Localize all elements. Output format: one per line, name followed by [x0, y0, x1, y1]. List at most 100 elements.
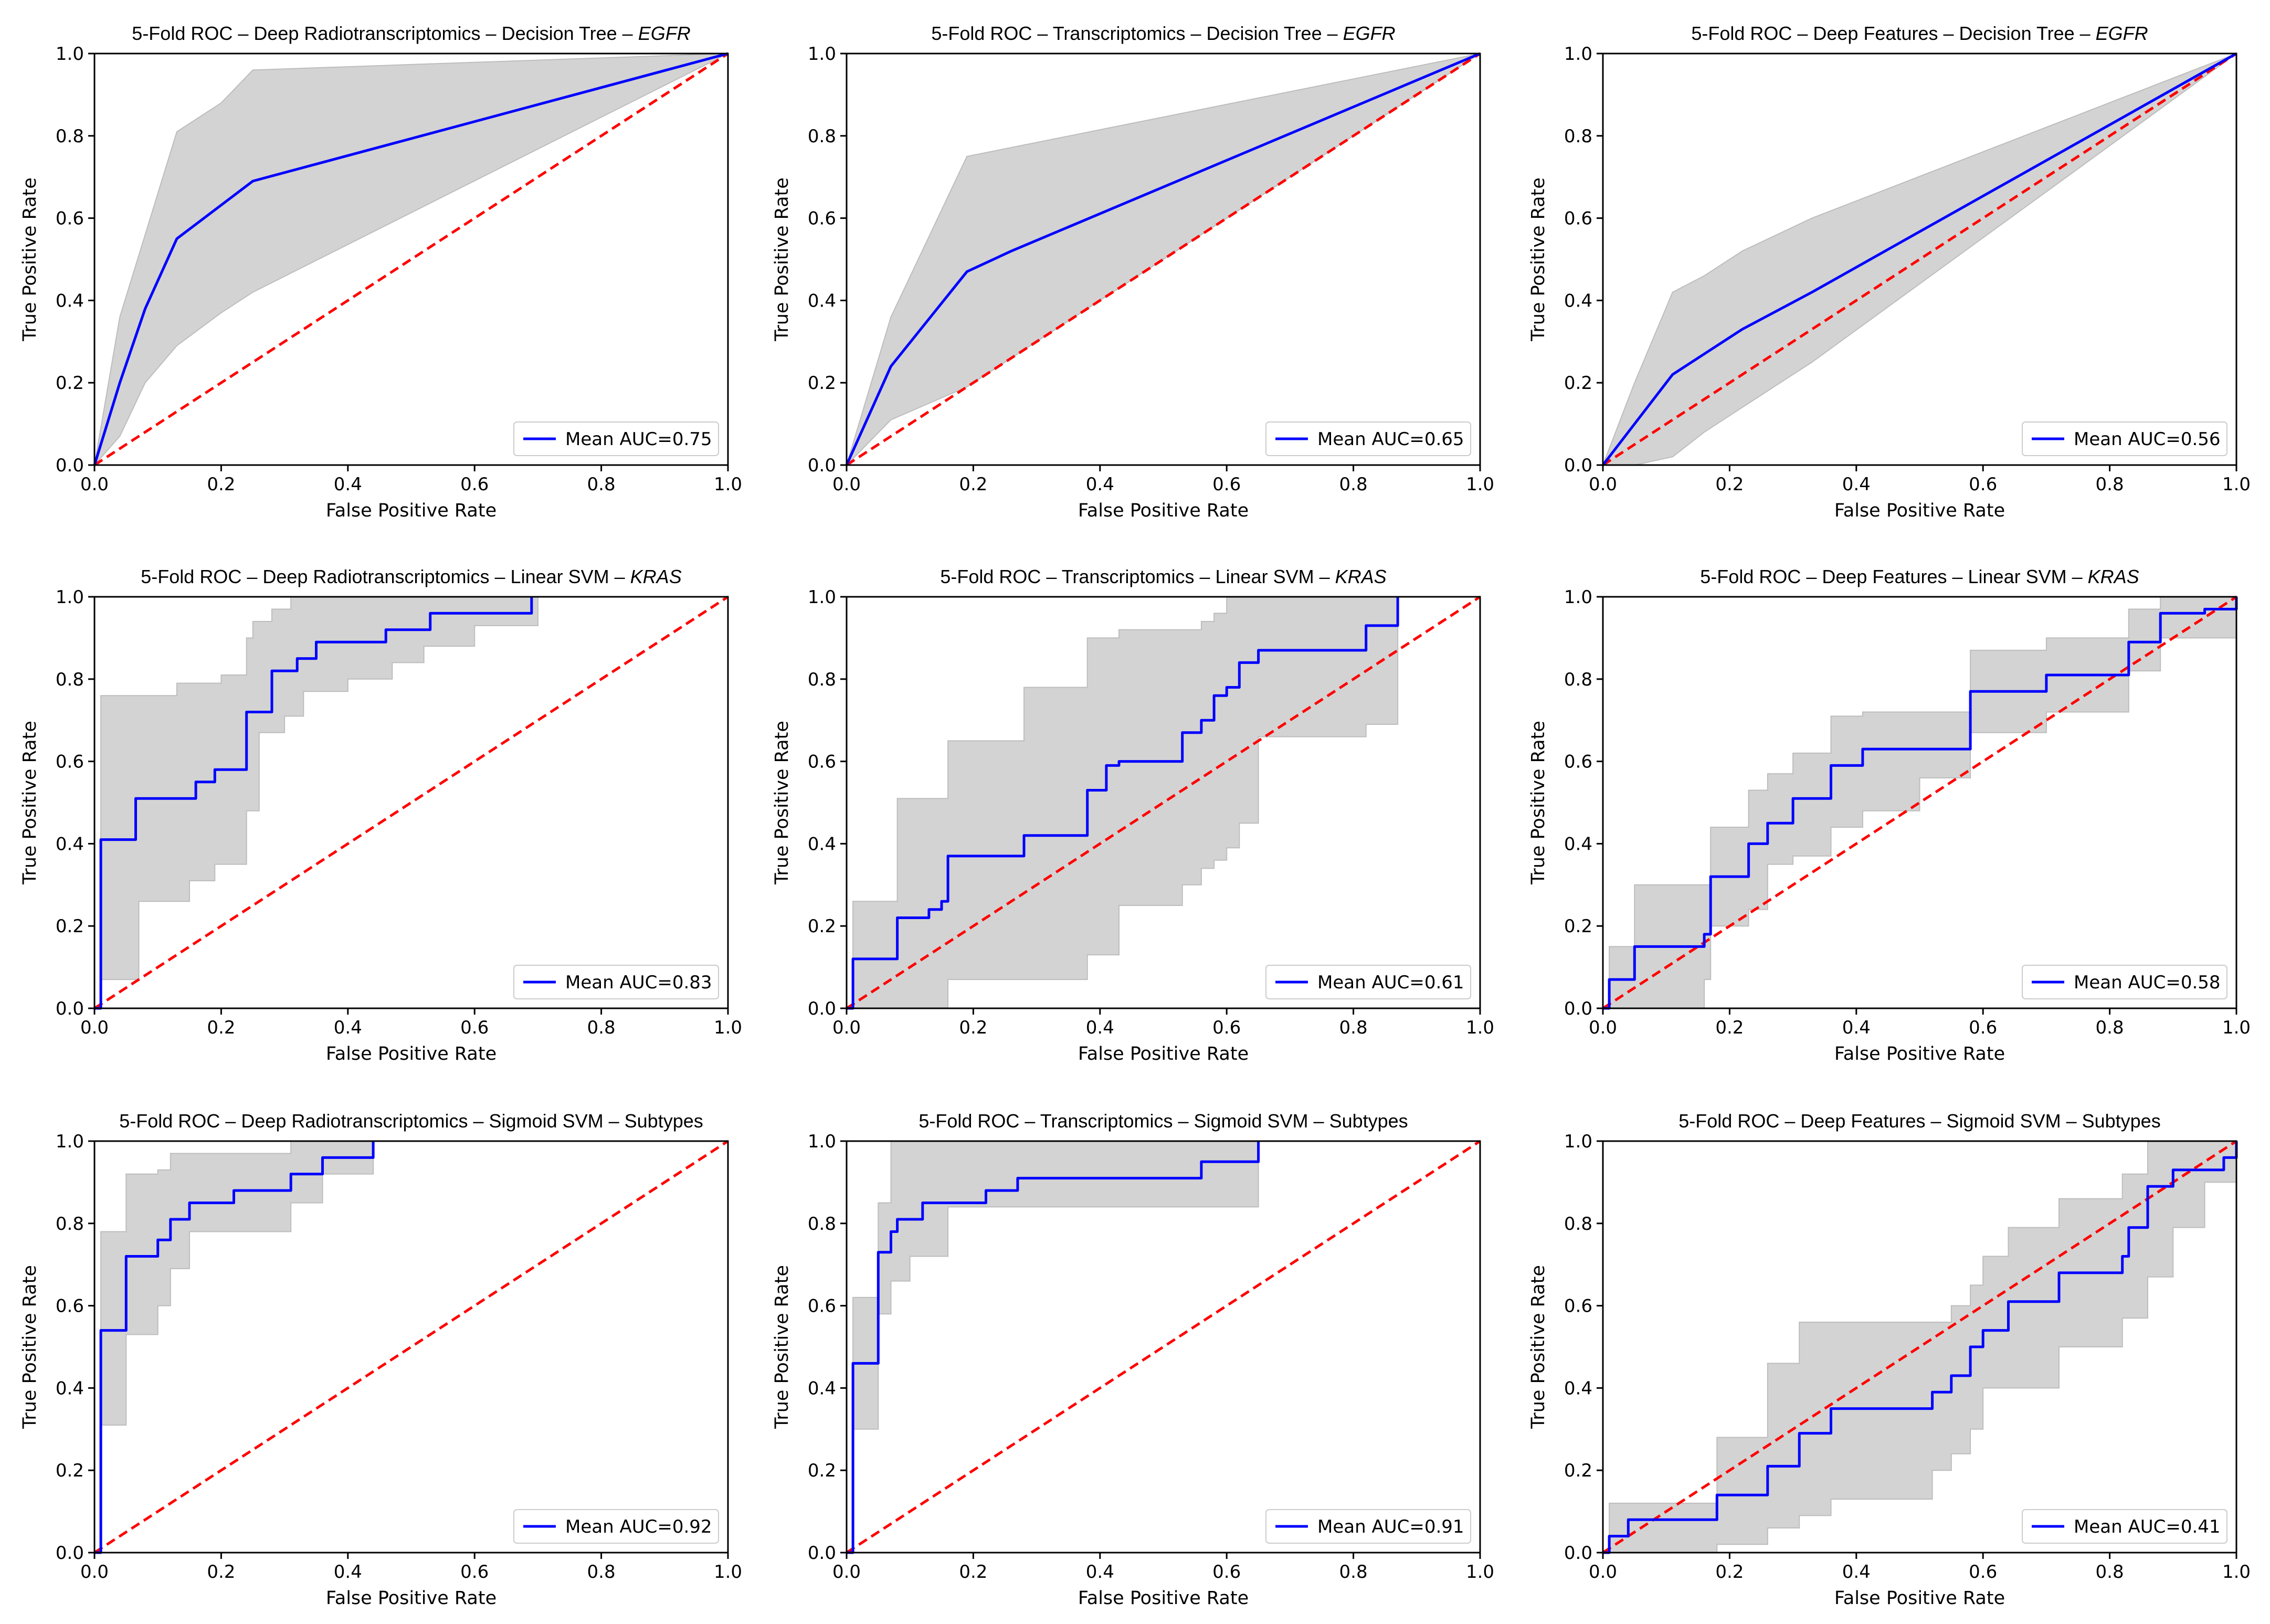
legend: Mean AUC=0.75	[513, 421, 719, 456]
std-dev-band	[847, 596, 1480, 1009]
x-tick-label: 0.4	[1842, 1562, 1871, 1583]
y-axis-label: True Positive Rate	[1528, 177, 1549, 342]
y-tick-label: 0.8	[56, 126, 84, 147]
x-tick-label: 1.0	[1466, 1562, 1494, 1583]
y-tick-label: 0.2	[56, 373, 84, 394]
legend: Mean AUC=0.92	[513, 1509, 719, 1544]
x-tick-label: 0.0	[80, 474, 109, 495]
chart-title-gene: EGFR	[1343, 23, 1396, 44]
std-dev-band	[93, 53, 728, 467]
chart-title-main: 5-Fold ROC – Deep Radiotranscriptomics –…	[132, 23, 638, 44]
legend: Mean AUC=0.65	[1265, 421, 1471, 456]
x-axis-label: False Positive Rate	[1078, 500, 1249, 521]
x-tick-label: 0.0	[80, 1562, 109, 1583]
legend-label: Mean AUC=0.75	[565, 429, 712, 450]
chart-title-gene: KRAS	[1335, 566, 1387, 587]
x-axis-label: False Positive Rate	[326, 1043, 497, 1064]
y-tick-label: 1.0	[56, 587, 84, 608]
chart-title: 5-Fold ROC – Transcriptomics – Linear SV…	[940, 566, 1386, 587]
y-tick-label: 0.8	[808, 669, 836, 690]
chart-title-main: 5-Fold ROC – Deep Radiotranscriptomics –…	[119, 1110, 703, 1132]
chance-line	[93, 595, 729, 1010]
y-tick-label: 0.2	[808, 916, 836, 937]
x-axis-label: False Positive Rate	[1078, 1588, 1249, 1609]
x-tick-label: 0.0	[832, 1017, 861, 1038]
chart-title: 5-Fold ROC – Deep Radiotranscriptomics –…	[132, 23, 690, 44]
roc-panel-8: 5-Fold ROC – Transcriptomics – Sigmoid S…	[772, 1110, 1494, 1609]
y-tick-label: 0.6	[808, 1296, 836, 1317]
chance-line	[846, 1140, 1481, 1554]
legend-box	[513, 965, 719, 999]
y-tick-label: 0.6	[56, 1296, 84, 1317]
x-tick-label: 0.2	[959, 1017, 987, 1038]
x-tick-label: 1.0	[714, 1017, 742, 1038]
x-tick-label: 0.0	[1589, 1017, 1617, 1038]
roc-panel-5: 5-Fold ROC – Transcriptomics – Linear SV…	[772, 566, 1494, 1064]
y-tick-label: 0.8	[56, 669, 84, 690]
chart-title-main: 5-Fold ROC – Deep Features – Linear SVM …	[1700, 566, 2087, 587]
plot-frame	[846, 1140, 1481, 1554]
y-axis-label: True Positive Rate	[19, 1265, 40, 1429]
roc-panel-9: 5-Fold ROC – Deep Features – Sigmoid SVM…	[1528, 1110, 2251, 1609]
x-tick-label: 0.6	[1969, 1017, 1997, 1038]
roc-panel-2: 5-Fold ROC – Transcriptomics – Decision …	[772, 23, 1494, 521]
chart-title-main: 5-Fold ROC – Transcriptomics – Decision …	[931, 23, 1343, 44]
chance-line	[1602, 52, 2237, 467]
legend: Mean AUC=0.83	[513, 965, 719, 999]
y-axis-label: True Positive Rate	[1528, 721, 1549, 885]
legend-box	[1265, 421, 1471, 456]
y-tick-label: 0.0	[56, 1543, 84, 1564]
legend-label: Mean AUC=0.65	[1317, 429, 1464, 450]
chart-title-gene: EGFR	[638, 23, 691, 44]
chart-title-main: 5-Fold ROC – Transcriptomics – Sigmoid S…	[918, 1110, 1408, 1132]
std-dev-band	[846, 53, 1481, 466]
x-axis-label: False Positive Rate	[1078, 1043, 1249, 1064]
y-axis-label: True Positive Rate	[19, 721, 40, 885]
x-tick-label: 0.0	[1589, 1562, 1617, 1583]
y-tick-label: 0.6	[56, 208, 84, 229]
y-tick-label: 1.0	[1564, 1131, 1592, 1152]
x-tick-label: 0.2	[207, 1562, 235, 1583]
x-tick-label: 0.4	[1842, 1017, 1871, 1038]
chart-title-main: 5-Fold ROC – Deep Features – Sigmoid SVM…	[1678, 1110, 2160, 1132]
y-tick-label: 0.8	[808, 1214, 836, 1235]
x-tick-label: 0.8	[587, 1562, 616, 1583]
mean-roc-line	[845, 52, 1481, 466]
chance-line	[93, 52, 729, 467]
mean-roc-line	[1603, 1141, 2238, 1554]
x-tick-label: 0.4	[1086, 474, 1114, 495]
x-tick-label: 1.0	[1466, 1017, 1494, 1038]
x-tick-label: 0.8	[587, 474, 616, 495]
x-tick-label: 1.0	[2222, 1562, 2251, 1583]
plot-frame	[93, 596, 729, 1009]
y-tick-label: 0.8	[1564, 126, 1592, 147]
plot-frame	[1602, 52, 2237, 466]
std-dev-band	[1602, 53, 2237, 466]
x-tick-label: 0.6	[1212, 1017, 1241, 1038]
y-tick-label: 0.2	[1564, 1460, 1592, 1481]
y-tick-label: 0.4	[56, 1378, 84, 1399]
x-tick-label: 0.8	[587, 1017, 616, 1038]
y-tick-label: 0.8	[1564, 1214, 1592, 1235]
y-tick-label: 0.2	[56, 1460, 84, 1481]
legend-label: Mean AUC=0.56	[2074, 429, 2221, 450]
x-tick-label: 0.2	[959, 474, 987, 495]
chart-title-gene: EGFR	[2096, 23, 2148, 44]
legend-box	[2022, 965, 2227, 999]
legend: Mean AUC=0.56	[2022, 421, 2227, 456]
chance-line	[1602, 1140, 2237, 1554]
mean-roc-line	[94, 597, 533, 1010]
std-dev-band	[94, 596, 728, 1009]
y-tick-label: 0.2	[1564, 373, 1592, 394]
y-tick-label: 0.4	[808, 834, 836, 855]
legend-label: Mean AUC=0.83	[565, 972, 712, 993]
y-tick-label: 0.6	[1564, 752, 1592, 773]
x-tick-label: 0.6	[1212, 474, 1241, 495]
x-tick-label: 0.6	[460, 1562, 489, 1583]
x-tick-label: 0.0	[1589, 474, 1617, 495]
y-tick-label: 0.2	[56, 916, 84, 937]
x-tick-label: 0.4	[334, 1562, 362, 1583]
x-tick-label: 0.4	[1086, 1562, 1114, 1583]
roc-panel-3: 5-Fold ROC – Deep Features – Decision Tr…	[1528, 23, 2251, 521]
